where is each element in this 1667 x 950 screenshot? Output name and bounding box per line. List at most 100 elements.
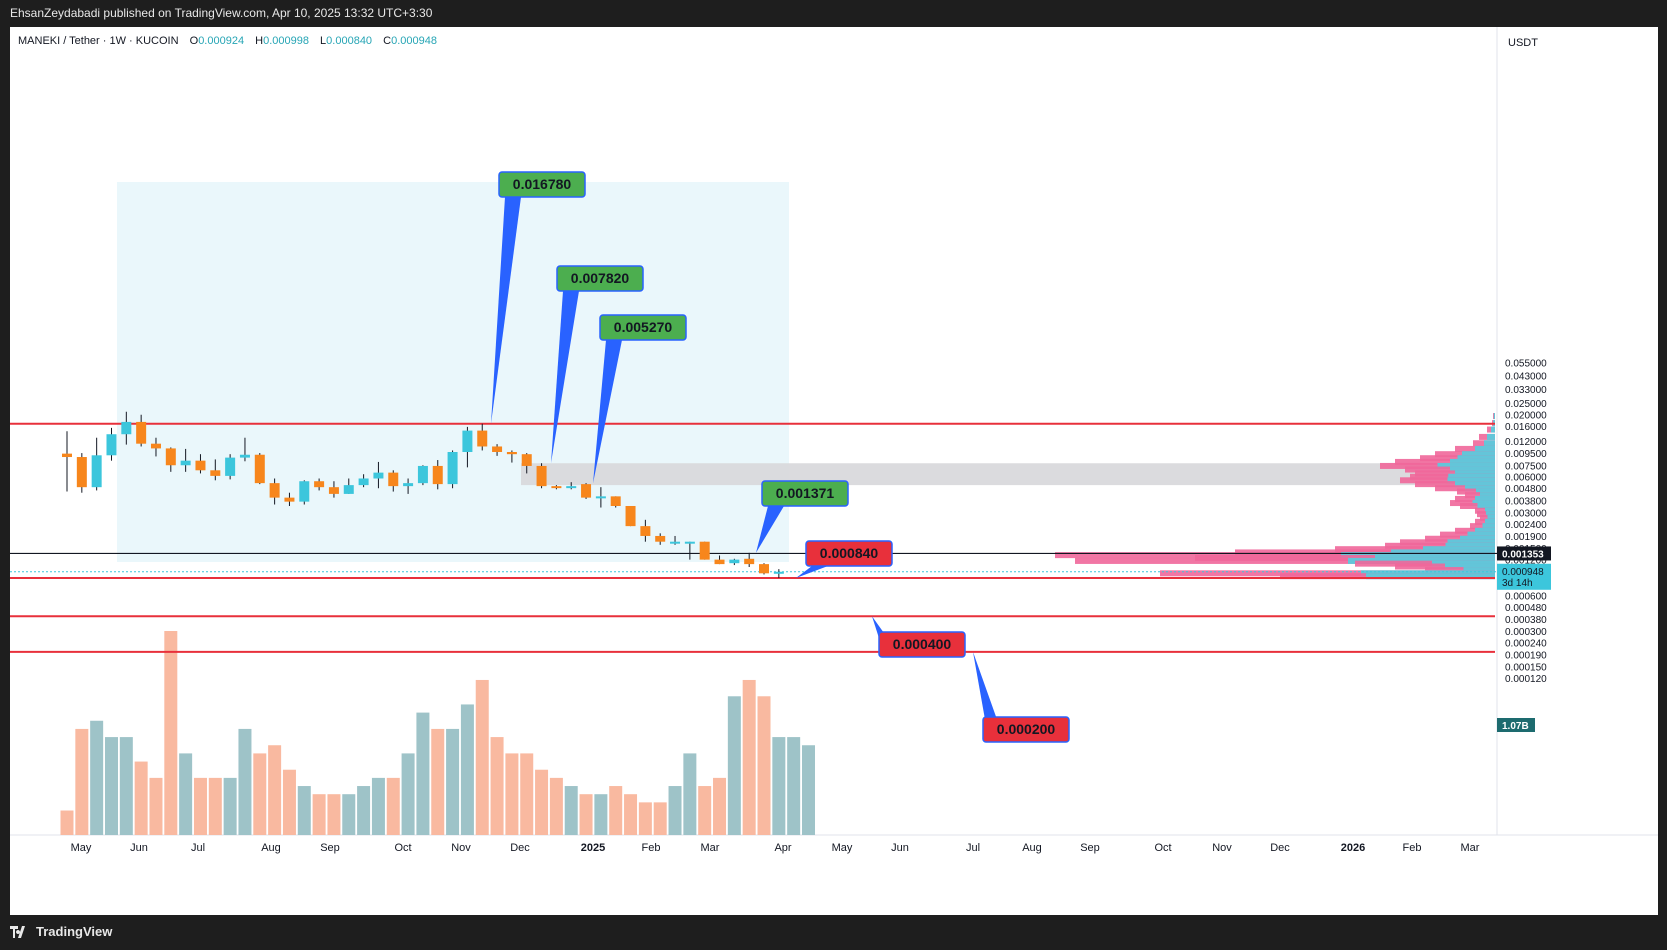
volume-profile-bar-buy (1467, 531, 1495, 538)
current-price-text: 0.000948 (1502, 567, 1544, 578)
volume-profile-bar-buy (1491, 426, 1495, 433)
volume-profile-bar (1385, 542, 1495, 549)
volume-badge-text: 1.07B (1502, 721, 1529, 732)
candle-body (314, 481, 325, 488)
time-tick-label: Feb (1403, 842, 1422, 854)
candle-body (447, 452, 458, 485)
candle-body (684, 541, 695, 544)
volume-bar (416, 712, 430, 835)
candle-body (640, 526, 651, 536)
volume-profile-bar-buy (1450, 466, 1495, 473)
time-tick-label: Jun (130, 842, 148, 854)
volume-bar (802, 745, 815, 835)
price-tick-label: 0.033000 (1505, 385, 1547, 396)
level-label-text: 0.000840 (820, 545, 879, 561)
volume-bar (179, 753, 193, 835)
candle-body (521, 454, 532, 466)
volume-bar (609, 786, 623, 835)
candle-body (492, 446, 503, 453)
volume-bar (282, 769, 296, 835)
candle-body (744, 558, 755, 565)
price-tick-label: 0.000300 (1505, 627, 1547, 638)
volume-bar (579, 794, 593, 835)
level-label-box (556, 265, 644, 292)
volume-profile-bar-buy (1485, 507, 1495, 514)
label-pointer (593, 340, 622, 484)
volume-bar (401, 753, 415, 835)
volume-bar (520, 753, 534, 835)
level-label-text: 0.001371 (776, 485, 835, 501)
close-label: C (383, 35, 392, 47)
time-tick-label: Jun (891, 842, 909, 854)
time-tick-label: Aug (1022, 842, 1042, 854)
candle-body (759, 564, 770, 574)
volume-bar (119, 737, 133, 835)
candle-body (239, 454, 250, 458)
candle-body (91, 455, 102, 488)
label-pointer (872, 616, 901, 657)
volume-bar (713, 777, 727, 835)
level-label-box (498, 171, 586, 198)
price-tick-label: 0.020000 (1505, 411, 1547, 422)
volume-bar (223, 777, 237, 835)
volume-profile-bar-buy (1480, 492, 1495, 499)
volume-bar (727, 696, 741, 835)
price-tick-label: 0.012000 (1505, 437, 1547, 448)
volume-bar (386, 777, 400, 835)
volume-profile-bar-buy (1485, 518, 1495, 525)
time-tick-label: Dec (1270, 842, 1290, 854)
volume-profile-bar-buy (1445, 542, 1495, 549)
volume-bar (104, 737, 118, 835)
label-pointer (796, 566, 828, 578)
time-tick-label: Nov (451, 842, 471, 854)
candle-body (625, 505, 636, 527)
time-tick-label: Dec (510, 842, 530, 854)
currency-label: USDT (1508, 37, 1538, 49)
candle-body (328, 487, 339, 494)
chart-frame[interactable]: 0.016780 0.007820 0.005270 0.001371 0.000840… (10, 27, 1658, 915)
candle-body (477, 430, 488, 447)
time-tick-label: Apr (774, 842, 791, 854)
volume-bar (75, 728, 89, 835)
volume-bar (460, 704, 474, 835)
candle-body (403, 483, 414, 487)
volume-bar (60, 810, 74, 835)
time-tick-label: Feb (642, 842, 661, 854)
volume-bar (342, 794, 356, 835)
price-tick-label: 0.000380 (1505, 615, 1547, 626)
chart-canvas[interactable]: 0.016780 0.007820 0.005270 0.001371 0.000840… (10, 27, 1658, 915)
volume-bar (193, 777, 207, 835)
close-value: 0.000948 (391, 35, 437, 47)
volume-profile-bar-buy (1475, 527, 1495, 534)
tradingview-brand[interactable]: TradingView (10, 924, 112, 939)
level-label-text: 0.000400 (893, 636, 952, 652)
volume-profile-bar (1425, 567, 1495, 574)
candle-body (225, 457, 236, 476)
candle-body (373, 472, 384, 479)
candle-body (121, 421, 132, 435)
volume-profile-bar-buy (1465, 485, 1495, 492)
price-tick-label: 0.025000 (1505, 399, 1547, 410)
volume-bar (624, 794, 638, 835)
candle-body (343, 485, 354, 494)
candle-body (388, 472, 399, 487)
current-price-badge (1497, 563, 1551, 590)
candle-body (432, 465, 443, 485)
label-pointer (973, 651, 1005, 742)
time-tick-label: May (71, 842, 92, 854)
volume-bar (134, 761, 148, 835)
level-label-text: 0.005270 (614, 319, 673, 335)
candle-body (714, 559, 725, 565)
low-value: 0.000840 (326, 35, 373, 47)
candle-body (536, 465, 547, 487)
candle-body (62, 453, 72, 458)
price-tick-label: 0.002400 (1505, 520, 1547, 531)
price-tick-label: 0.016000 (1505, 422, 1547, 433)
volume-badge (1497, 718, 1535, 732)
volume-profile-bar (1395, 458, 1495, 465)
candle-body (165, 448, 176, 466)
volume-profile-bar-buy (1477, 502, 1495, 509)
volume-bar (490, 737, 504, 835)
volume-bar (772, 737, 786, 835)
volume-profile-bar-buy (1455, 470, 1495, 477)
